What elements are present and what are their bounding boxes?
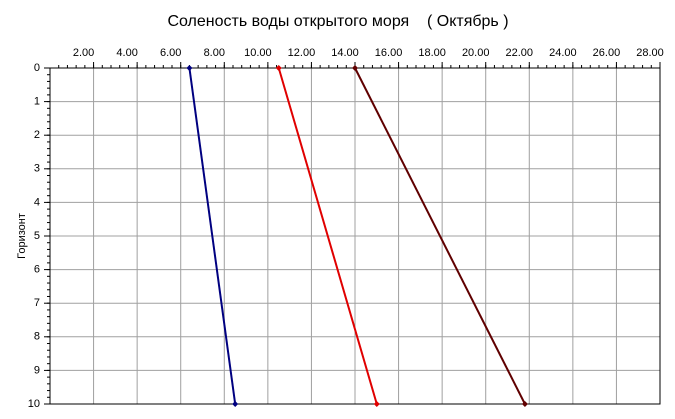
y-tick-label: 1 bbox=[34, 96, 40, 108]
x-tick-label: 12.00 bbox=[288, 47, 316, 59]
series-line bbox=[277, 67, 378, 405]
y-tick-label: 5 bbox=[34, 230, 40, 242]
x-tick-label: 20.00 bbox=[462, 47, 490, 59]
point bbox=[352, 65, 358, 71]
y-tick-label: 7 bbox=[34, 297, 40, 309]
series-line bbox=[188, 67, 237, 405]
y-tick-label: 2 bbox=[34, 129, 40, 141]
x-tick-label: 16.00 bbox=[375, 47, 403, 59]
point bbox=[373, 401, 380, 407]
x-tick-label: 28.00 bbox=[636, 47, 664, 59]
point bbox=[521, 401, 528, 407]
point bbox=[186, 65, 193, 71]
x-tick-label: 2.00 bbox=[73, 47, 94, 59]
y-tick-label: 4 bbox=[34, 196, 40, 208]
x-tick-label: 24.00 bbox=[549, 47, 577, 59]
x-tick-label: 6.00 bbox=[160, 47, 181, 59]
point bbox=[232, 401, 239, 407]
series-line bbox=[354, 67, 526, 405]
x-tick-label: 26.00 bbox=[593, 47, 621, 59]
y-tick-label: 6 bbox=[34, 264, 40, 276]
x-tick-label: 8.00 bbox=[204, 47, 225, 59]
x-tick-label: 22.00 bbox=[506, 47, 534, 59]
x-tick-label: 18.00 bbox=[418, 47, 446, 59]
x-tick-label: 4.00 bbox=[116, 47, 137, 59]
y-tick-label: 10 bbox=[28, 398, 40, 410]
point bbox=[275, 65, 282, 71]
y-tick-label: 3 bbox=[34, 163, 40, 175]
y-tick-label: 9 bbox=[34, 364, 40, 376]
y-tick-label: 8 bbox=[34, 331, 40, 343]
x-tick-label: 10.00 bbox=[244, 47, 272, 59]
x-tick-label: 14.00 bbox=[331, 47, 359, 59]
y-axis-label: Горизонт bbox=[16, 213, 28, 259]
y-tick-label: 0 bbox=[34, 62, 40, 74]
chart-title: Соленость воды открытого моря ( Октябрь … bbox=[167, 13, 508, 30]
